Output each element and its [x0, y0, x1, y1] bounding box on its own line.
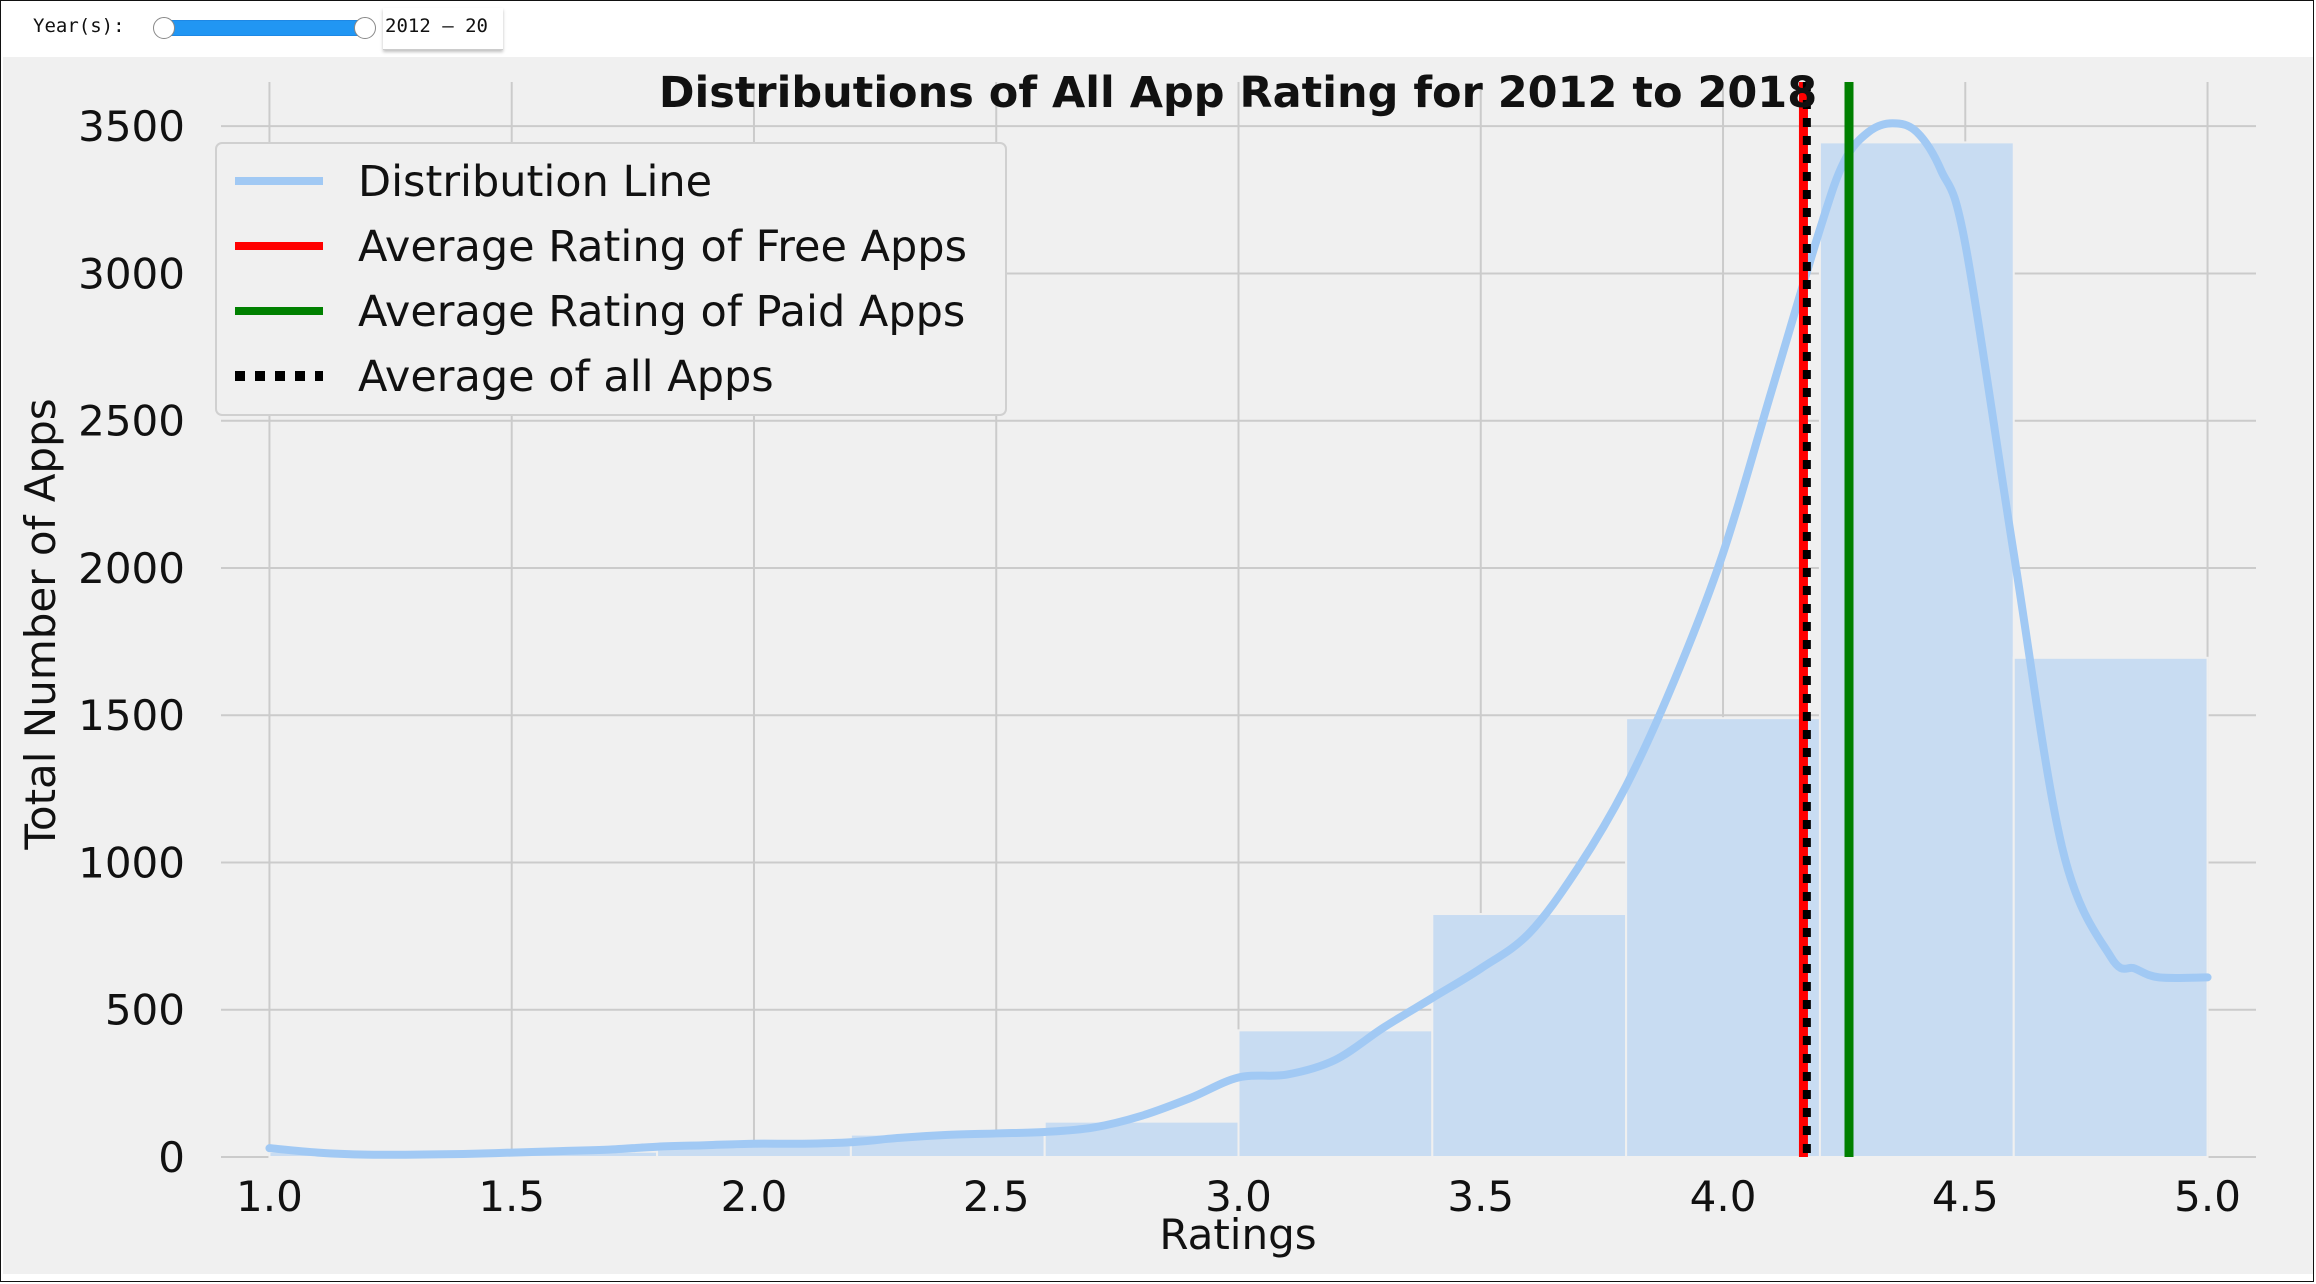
x-tick-label: 1.0	[236, 1172, 303, 1221]
x-tick-label: 1.5	[478, 1172, 545, 1221]
y-axis-label: Total Number of Apps	[16, 398, 65, 850]
y-tick-label: 500	[105, 986, 185, 1035]
year-slider-label: Year(s):	[33, 15, 125, 37]
x-tick-label: 4.0	[1690, 1172, 1757, 1221]
average-lines	[1798, 82, 1854, 1157]
x-tick-label: 2.0	[721, 1172, 788, 1221]
chart-title: Distributions of All App Rating for 2012…	[659, 68, 1817, 118]
x-tick-label: 2.5	[963, 1172, 1030, 1221]
y-tick-label: 3500	[78, 102, 185, 151]
x-tick-label: 5.0	[2174, 1172, 2241, 1221]
chart-panel: 1.0 1.5 2.0 2.5 3.0 3.5 4.0 4.5 5.0 0 500 1000 1500 2…	[3, 57, 2313, 1274]
year-range-widget: Year(s): 2012 – 20	[0, 0, 2316, 56]
legend-label-free-apps: Average Rating of Free Apps	[358, 222, 967, 272]
y-tick-label: 3000	[78, 249, 185, 298]
legend-label-paid-apps: Average Rating of Paid Apps	[358, 287, 965, 337]
histogram-bar	[1431, 913, 1628, 1159]
histogram-bar	[1625, 717, 1821, 1158]
x-axis-label: Ratings	[1159, 1210, 1316, 1259]
distribution-line	[265, 119, 2212, 1159]
x-tick-label: 4.5	[1932, 1172, 1999, 1221]
legend-label-all-apps: Average of all Apps	[358, 352, 774, 402]
year-range-slider-track[interactable]	[163, 20, 370, 36]
year-range-readout: 2012 – 20	[383, 8, 503, 50]
x-tick-label: 3.5	[1447, 1172, 1514, 1221]
y-tick-label: 0	[158, 1133, 185, 1182]
legend-label-distribution-line: Distribution Line	[358, 157, 712, 207]
year-slider-start-handle[interactable]	[153, 17, 175, 39]
legend: Distribution Line Average Rating of Free…	[215, 142, 1007, 416]
y-tick-label: 1500	[78, 691, 185, 740]
histogram-bar	[1237, 1029, 1434, 1158]
x-tick-label: 3.0	[1205, 1172, 1272, 1221]
y-tick-label: 1000	[78, 838, 185, 887]
y-tick-label: 2500	[78, 397, 185, 446]
tick-labels: 1.0 1.5 2.0 2.5 3.0 3.5 4.0 4.5 5.0 0 500 1000 1500 2…	[78, 102, 2241, 1221]
y-tick-label: 2000	[78, 544, 185, 593]
rating-distribution-chart: 1.0 1.5 2.0 2.5 3.0 3.5 4.0 4.5 5.0 0 500 1000 1500 2…	[16, 68, 2256, 1259]
legend-box	[215, 142, 1007, 416]
distribution-line-layer	[265, 119, 2212, 1159]
year-slider-end-handle[interactable]	[354, 17, 376, 39]
